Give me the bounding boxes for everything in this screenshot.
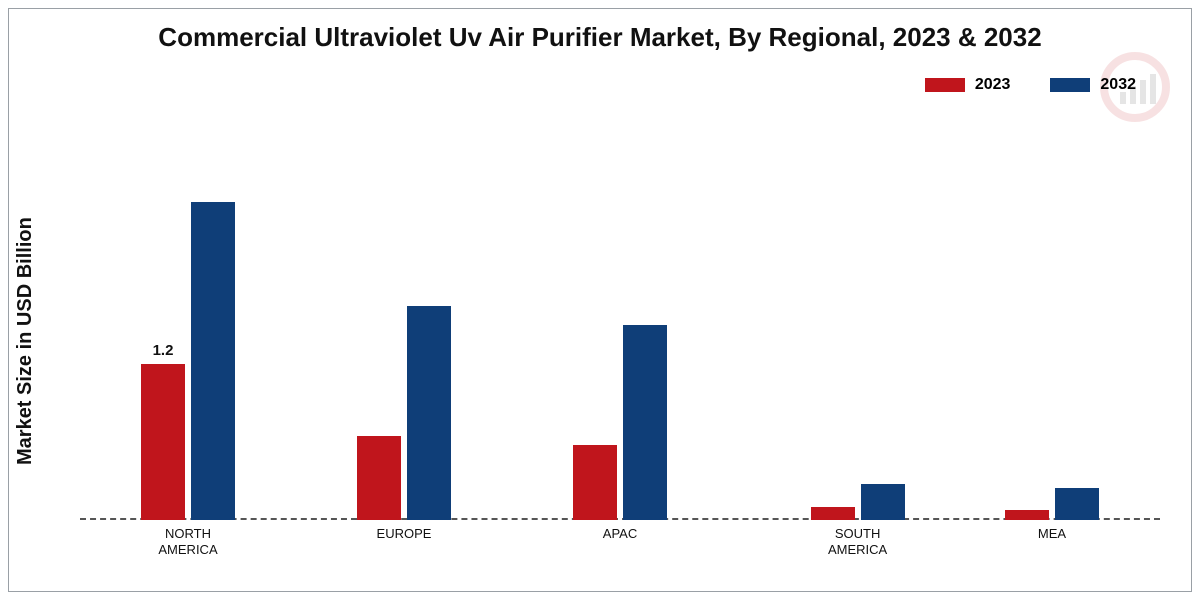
category-label: NORTH AMERICA xyxy=(158,526,217,557)
legend-item-2032: 2032 xyxy=(1050,76,1136,94)
bar-value-label: 1.2 xyxy=(153,342,174,359)
x-axis-labels: NORTH AMERICA EUROPE APAC SOUTH AMERICA MEA xyxy=(80,520,1160,560)
category-label: APAC xyxy=(603,526,637,542)
legend-label-2023: 2023 xyxy=(975,76,1011,94)
y-axis-label: Market Size in USD Billion xyxy=(14,217,37,465)
bar xyxy=(623,325,667,520)
category-label: MEA xyxy=(1038,526,1066,542)
category-label: SOUTH AMERICA xyxy=(828,526,887,557)
bar xyxy=(1055,488,1099,521)
plot-area: 1.2 xyxy=(80,130,1160,520)
legend-swatch-2032 xyxy=(1050,78,1090,92)
bar-group xyxy=(573,325,667,520)
bar-group xyxy=(811,484,905,520)
legend: 2023 2032 xyxy=(925,76,1136,94)
bar xyxy=(1005,510,1049,520)
legend-swatch-2023 xyxy=(925,78,965,92)
bar-group xyxy=(357,306,451,521)
legend-label-2032: 2032 xyxy=(1100,76,1136,94)
bar xyxy=(407,306,451,521)
bar xyxy=(357,436,401,521)
bar xyxy=(191,202,235,521)
bar xyxy=(861,484,905,520)
chart-title: Commercial Ultraviolet Uv Air Purifier M… xyxy=(0,22,1200,53)
legend-item-2023: 2023 xyxy=(925,76,1011,94)
bar-group: 1.2 xyxy=(141,202,235,521)
bar xyxy=(573,445,617,520)
bar-group xyxy=(1005,488,1099,521)
category-label: EUROPE xyxy=(377,526,432,542)
bar: 1.2 xyxy=(141,364,185,520)
bar xyxy=(811,507,855,520)
